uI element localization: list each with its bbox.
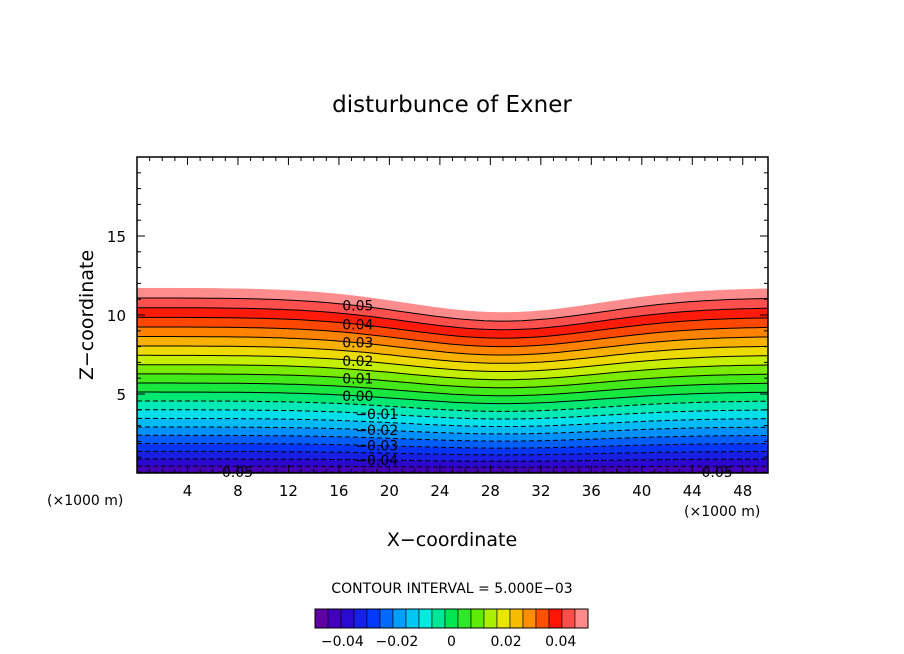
contour-line — [136, 316, 769, 339]
contour-line — [137, 443, 768, 449]
colorbar-tick-label: 0 — [447, 634, 456, 650]
contour-label: 0.05 — [342, 299, 373, 315]
x-tick-label: 32 — [531, 482, 550, 500]
contour-line — [137, 373, 769, 389]
x-tick-label: 40 — [632, 482, 651, 500]
y-axis-label: Z−coordinate — [76, 250, 98, 380]
contour-line — [137, 326, 769, 348]
colorbar: −0.04 −0.02 0 0.02 0.04 — [314, 608, 589, 650]
colorbar-cell — [340, 608, 355, 629]
contour-label: −0.02 — [355, 423, 398, 439]
colorbar-tick-label: −0.04 — [321, 634, 364, 650]
x-tick-label: 48 — [733, 482, 752, 500]
colorbar-cell — [418, 608, 433, 629]
colorbar-cell — [379, 608, 394, 629]
colorbar-tick-label: 0.02 — [491, 634, 522, 650]
y-tick-label: 5 — [116, 386, 126, 404]
contour-label: 0.02 — [342, 354, 373, 370]
contour-line — [137, 434, 768, 442]
colorbar-cell — [548, 608, 563, 629]
x-unit-left: (×1000 m) — [47, 493, 123, 509]
contour-line-layer — [136, 297, 769, 473]
colorbar-cell — [561, 608, 576, 629]
x-tick-label: 20 — [380, 482, 399, 500]
contour-line — [137, 382, 769, 397]
colorbar-cell — [444, 608, 459, 629]
colorbar-cell — [535, 608, 550, 629]
contour-line — [136, 364, 769, 381]
contour-label: 0.04 — [342, 317, 373, 333]
x-tick-label: 44 — [683, 482, 702, 500]
x-tick-label: 24 — [430, 482, 449, 500]
y-tick-label: 15 — [107, 228, 126, 246]
contour-line — [137, 400, 769, 412]
x-tick-label: 28 — [481, 482, 500, 500]
contour-line — [137, 450, 768, 456]
colorbar-cell — [522, 608, 537, 629]
x-unit-right: (×1000 m) — [684, 504, 760, 520]
contour-line — [137, 297, 769, 322]
contour-line — [137, 458, 769, 462]
colorbar-cell — [457, 608, 472, 629]
colorbar-cell — [496, 608, 511, 629]
contour-label: −0.03 — [355, 439, 398, 455]
x-tick-label: 16 — [329, 482, 348, 500]
contour-line — [137, 307, 769, 331]
contour-line — [137, 345, 769, 364]
colorbar-cell — [405, 608, 420, 629]
contour-interval-note: CONTOUR INTERVAL = 5.000E−03 — [331, 581, 572, 597]
colorbar-cell — [470, 608, 485, 629]
colorbar-cell — [483, 608, 498, 629]
colorbar-cell — [353, 608, 368, 629]
contour-line — [137, 417, 769, 427]
contour-line — [137, 354, 769, 372]
colorbar-cell — [574, 608, 589, 629]
x-tick-label: 8 — [233, 482, 243, 500]
colorbar-cell — [509, 608, 524, 629]
colorbar-frame — [314, 608, 589, 629]
contour-line — [137, 409, 768, 420]
y-tick-label: 10 — [107, 307, 126, 325]
contour-line — [137, 391, 769, 405]
contour-line — [137, 465, 768, 468]
contour-label: −0.04 — [355, 453, 398, 469]
contour-label-layer: 0.05 0.04 0.03 0.02 0.010.00 −0.01−0.02−0.03−… — [210, 299, 732, 482]
x-tick-label: 12 — [279, 482, 298, 500]
x-axis-label: X−coordinate — [387, 529, 517, 551]
contour-line — [137, 336, 768, 356]
contour-line — [137, 426, 769, 435]
colorbar-cell — [366, 608, 381, 629]
colorbar-cell — [431, 608, 446, 629]
contour-label: 0.03 — [342, 336, 373, 352]
colorbar-cell — [392, 608, 407, 629]
x-tick-label: 4 — [183, 482, 193, 500]
colorbar-cell — [314, 608, 329, 629]
x-tick-label: 36 — [582, 482, 601, 500]
colorbar-tick-label: 0.04 — [545, 634, 576, 650]
contour-fill-layer — [136, 287, 769, 474]
colorbar-cell — [327, 608, 342, 629]
contour-label: −0.01 — [355, 407, 398, 423]
contour-label: 0.01 — [342, 372, 373, 388]
contour-label: 0.00 — [342, 389, 373, 405]
chart-title: disturbunce of Exner — [332, 92, 572, 118]
colorbar-tick-label: −0.02 — [375, 634, 418, 650]
